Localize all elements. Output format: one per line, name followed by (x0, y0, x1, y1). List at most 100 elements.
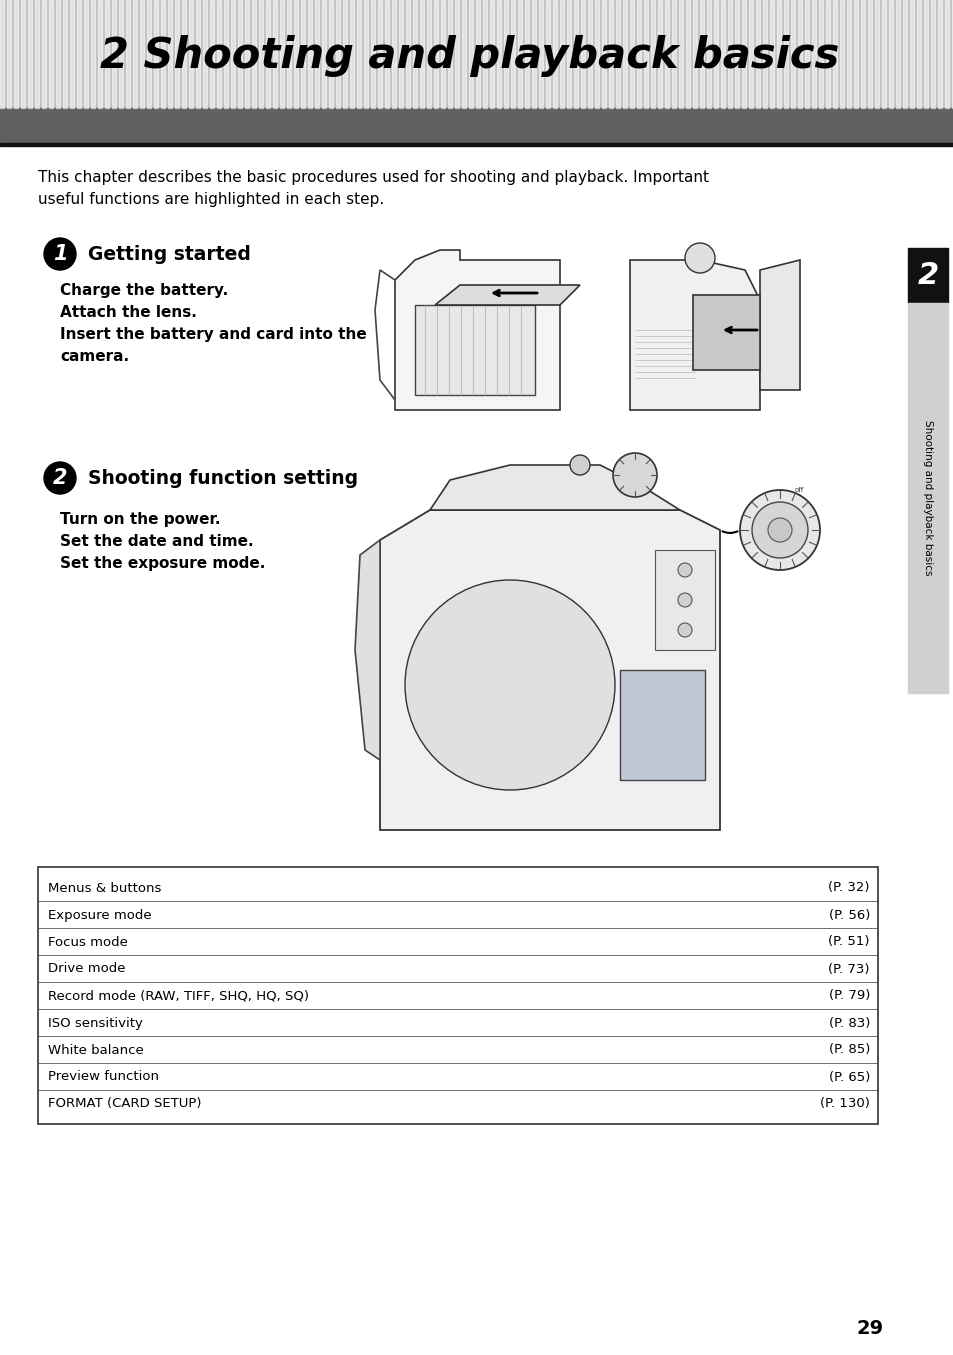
Bar (776, 0, 781, 108)
Text: Set the exposure mode.: Set the exposure mode. (60, 556, 265, 570)
Bar (811, 0, 815, 108)
Bar (364, 0, 368, 108)
Bar (923, 0, 927, 108)
Bar (38, 867, 877, 1125)
Bar (867, 0, 871, 108)
Bar (371, 0, 375, 108)
Bar (231, 0, 234, 108)
Bar (762, 0, 766, 108)
Text: 1: 1 (52, 244, 67, 264)
Text: 29: 29 (856, 1318, 882, 1337)
Bar (538, 0, 542, 108)
Bar (434, 0, 437, 108)
Bar (797, 0, 801, 108)
Circle shape (44, 462, 76, 495)
Text: Turn on the power.: Turn on the power. (60, 512, 220, 527)
Bar (140, 0, 144, 108)
Bar (335, 0, 339, 108)
Bar (98, 0, 102, 108)
Text: 2: 2 (52, 467, 67, 488)
Bar (455, 0, 458, 108)
Circle shape (457, 633, 561, 737)
Text: (P. 56): (P. 56) (828, 908, 869, 921)
Text: FORMAT (CARD SETUP): FORMAT (CARD SETUP) (48, 1098, 201, 1111)
Text: 2 Shooting and playback basics: 2 Shooting and playback basics (100, 35, 839, 77)
Bar (650, 0, 655, 108)
Bar (566, 0, 571, 108)
Bar (545, 0, 550, 108)
Bar (734, 0, 739, 108)
Bar (700, 0, 703, 108)
Bar (874, 0, 878, 108)
Bar (350, 0, 354, 108)
Text: White balance: White balance (48, 1043, 144, 1057)
Bar (532, 0, 536, 108)
Bar (273, 0, 276, 108)
Bar (343, 0, 347, 108)
Bar (413, 0, 416, 108)
Text: Preview function: Preview function (48, 1070, 159, 1084)
Text: Attach the lens.: Attach the lens. (60, 305, 196, 320)
Bar (258, 0, 263, 108)
Bar (846, 0, 850, 108)
Bar (629, 0, 634, 108)
Bar (637, 0, 640, 108)
Bar (511, 0, 515, 108)
Bar (755, 0, 760, 108)
Bar (392, 0, 395, 108)
Bar (377, 0, 381, 108)
Circle shape (751, 501, 807, 558)
Circle shape (439, 615, 579, 755)
Bar (461, 0, 465, 108)
Text: Insert the battery and card into the: Insert the battery and card into the (60, 327, 366, 341)
Bar (287, 0, 291, 108)
Bar (503, 0, 507, 108)
Bar (825, 0, 829, 108)
Circle shape (740, 491, 820, 570)
Bar (783, 0, 787, 108)
Polygon shape (379, 509, 720, 831)
Bar (713, 0, 718, 108)
Bar (951, 0, 953, 108)
Bar (907, 304, 947, 692)
Text: Getting started: Getting started (88, 245, 251, 264)
Text: Exposure mode: Exposure mode (48, 908, 152, 921)
Bar (280, 0, 284, 108)
Bar (490, 0, 494, 108)
Bar (769, 0, 773, 108)
Bar (587, 0, 592, 108)
Bar (182, 0, 186, 108)
Bar (21, 0, 25, 108)
Bar (266, 0, 270, 108)
Bar (195, 0, 200, 108)
Circle shape (678, 623, 691, 637)
Bar (314, 0, 318, 108)
Text: useful functions are highlighted in each step.: useful functions are highlighted in each… (38, 192, 384, 207)
Circle shape (421, 598, 598, 772)
Bar (720, 0, 724, 108)
Polygon shape (355, 541, 379, 760)
Bar (685, 0, 689, 108)
Bar (679, 0, 682, 108)
Bar (237, 0, 242, 108)
Bar (790, 0, 794, 108)
Bar (517, 0, 521, 108)
Bar (112, 0, 116, 108)
Text: (P. 83): (P. 83) (828, 1016, 869, 1030)
Bar (727, 0, 731, 108)
Circle shape (767, 518, 791, 542)
Text: (P. 130): (P. 130) (820, 1098, 869, 1111)
Bar (902, 0, 906, 108)
Bar (329, 0, 333, 108)
Bar (616, 0, 619, 108)
Bar (574, 0, 578, 108)
Text: camera.: camera. (60, 350, 129, 364)
Text: This chapter describes the basic procedures used for shooting and playback. Impo: This chapter describes the basic procedu… (38, 169, 708, 186)
Bar (224, 0, 228, 108)
Bar (168, 0, 172, 108)
Bar (174, 0, 179, 108)
Bar (944, 0, 948, 108)
Bar (7, 0, 11, 108)
Bar (882, 0, 885, 108)
Bar (77, 0, 81, 108)
